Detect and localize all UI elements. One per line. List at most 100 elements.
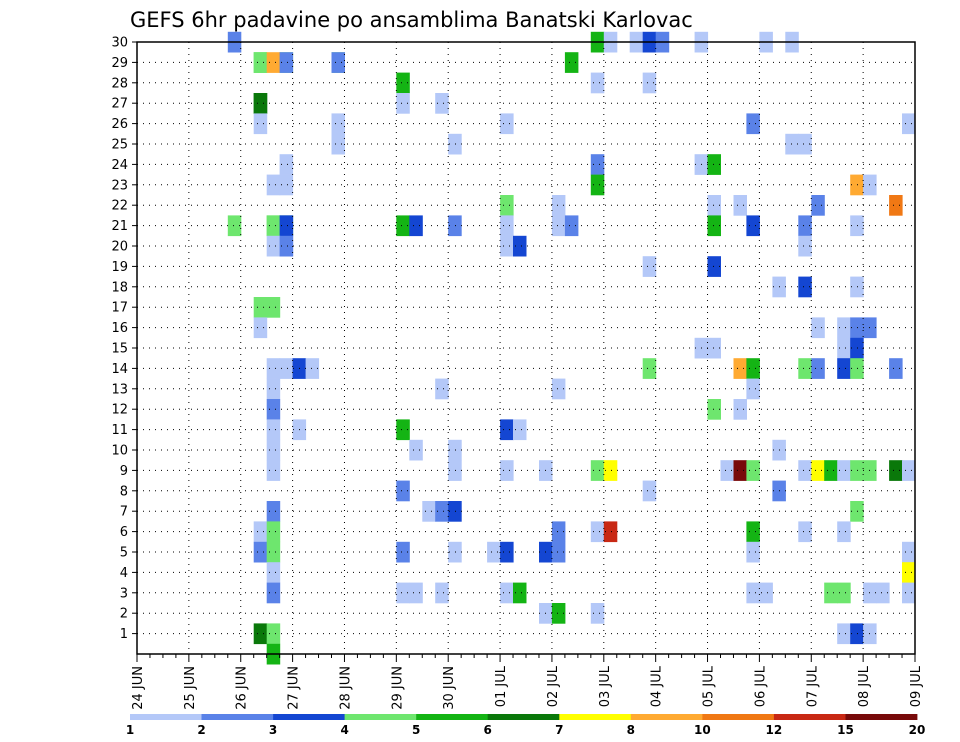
heatmap-cell: [266, 297, 281, 318]
heatmap-cell: [759, 582, 773, 604]
heatmap-cell: [642, 358, 657, 379]
heatmap-cell: [837, 317, 851, 339]
heatmap-cell: [551, 521, 566, 543]
heatmap-cell: [811, 195, 825, 216]
heatmap-cell: [733, 460, 747, 481]
heatmap-cell: [642, 480, 657, 502]
heatmap-cell: [889, 358, 903, 379]
y-tick-label: 25: [111, 138, 128, 153]
colorbar-label: 1: [126, 723, 134, 737]
heatmap-cell: [500, 541, 514, 563]
heatmap-cell: [837, 623, 851, 645]
heatmap-cell: [551, 378, 566, 400]
heatmap-cell: [279, 154, 294, 175]
x-tick-label: 07 JUL: [805, 665, 820, 707]
colorbar-label: 5: [412, 723, 420, 737]
heatmap-cell: [746, 113, 760, 135]
colorbar-label: 2: [197, 723, 205, 737]
x-tick-label: 09 JUL: [909, 665, 924, 707]
heatmap-cell: [837, 521, 851, 543]
heatmap-cell: [785, 133, 799, 155]
y-tick-label: 20: [111, 240, 128, 255]
colorbar-segment: [416, 714, 489, 720]
heatmap-cell: [590, 460, 605, 481]
heatmap-cell: [837, 582, 851, 604]
heatmap-cell: [733, 195, 747, 216]
heatmap-cell: [266, 460, 281, 481]
heatmap-cell: [435, 378, 449, 400]
y-tick-label: 7: [120, 505, 128, 520]
y-tick-label: 11: [111, 423, 128, 438]
heatmap-cell: [435, 93, 449, 114]
heatmap-cell: [642, 256, 657, 277]
heatmap-cell: [266, 399, 281, 420]
heatmap-cell: [850, 358, 864, 379]
colorbar-segment: [702, 714, 775, 720]
heatmap-cell: [409, 215, 423, 237]
y-tick-label: 29: [111, 56, 128, 71]
y-tick-label: 23: [111, 178, 128, 193]
heatmap-cell: [837, 358, 851, 379]
heatmap-cell: [266, 358, 281, 379]
heatmap-cell: [798, 521, 812, 543]
heatmap-cell: [396, 541, 410, 563]
heatmap-cell: [850, 460, 864, 481]
heatmap-cell: [720, 460, 734, 481]
heatmap-cell: [409, 582, 423, 604]
heatmap-cell: [513, 419, 527, 441]
heatmap-cell: [590, 154, 605, 175]
heatmap-cell: [513, 582, 527, 604]
heatmap-cell: [902, 562, 916, 583]
heatmap-cell: [266, 235, 281, 257]
y-tick-label: 17: [111, 301, 128, 316]
heatmap-cell: [590, 603, 605, 624]
colorbar-segment: [773, 714, 846, 720]
heatmap-cell: [487, 541, 501, 563]
heatmap-cell: [253, 541, 268, 563]
grid-lines: [137, 41, 915, 654]
colorbar-segment: [201, 714, 274, 720]
heatmap-cell: [850, 276, 864, 298]
x-tick-label: 24 JUN: [131, 666, 146, 710]
heatmap-cell: [448, 541, 462, 563]
heatmap-cell: [331, 113, 345, 135]
y-tick-label: 28: [111, 76, 128, 91]
heatmap-cell: [266, 521, 281, 543]
heatmap-cell: [707, 215, 721, 237]
y-tick-label: 26: [111, 117, 128, 132]
colorbar: 1 2 3 4 5 6 7 8 10 12 15 20: [126, 714, 925, 737]
y-tick-label: 2: [120, 607, 128, 622]
heatmap-cell: [279, 358, 294, 379]
heatmap-cell: [266, 52, 281, 73]
heatmap-cell: [266, 378, 281, 400]
heatmap-cell: [266, 419, 281, 441]
heatmap-cell: [603, 521, 618, 543]
x-tick-label: 30 JUN: [442, 666, 457, 710]
y-tick-label: 30: [111, 36, 128, 51]
colorbar-label: 12: [766, 723, 783, 737]
heatmap-cell: [798, 276, 812, 298]
heatmap-cell: [811, 460, 825, 481]
x-tick-label: 08 JUL: [857, 665, 872, 707]
heatmap-cell: [266, 582, 281, 604]
heatmap-cell: [902, 460, 916, 481]
heatmap-cell: [824, 460, 838, 481]
y-tick-label: 12: [111, 403, 128, 418]
heatmap-cell: [253, 623, 268, 645]
heatmap-cell: [253, 113, 268, 135]
heatmap-cell: [500, 195, 514, 216]
heatmap-cell: [448, 501, 462, 522]
y-tick-label: 27: [111, 97, 128, 112]
colorbar-segment: [130, 714, 202, 720]
y-tick-label: 13: [111, 382, 128, 397]
x-tick-label: 25 JUN: [183, 666, 198, 710]
x-tick-label: 05 JUL: [702, 665, 717, 707]
heatmap-cell: [448, 215, 462, 237]
colorbar-label: 3: [269, 723, 277, 737]
y-axis: 1234567891011121314151617181920212223242…: [111, 36, 137, 642]
heatmap-cell: [500, 235, 514, 257]
heatmap-cell: [707, 399, 721, 420]
heatmap-cell: [850, 623, 864, 645]
y-tick-label: 3: [120, 586, 128, 601]
heatmap-cell: [448, 460, 462, 481]
